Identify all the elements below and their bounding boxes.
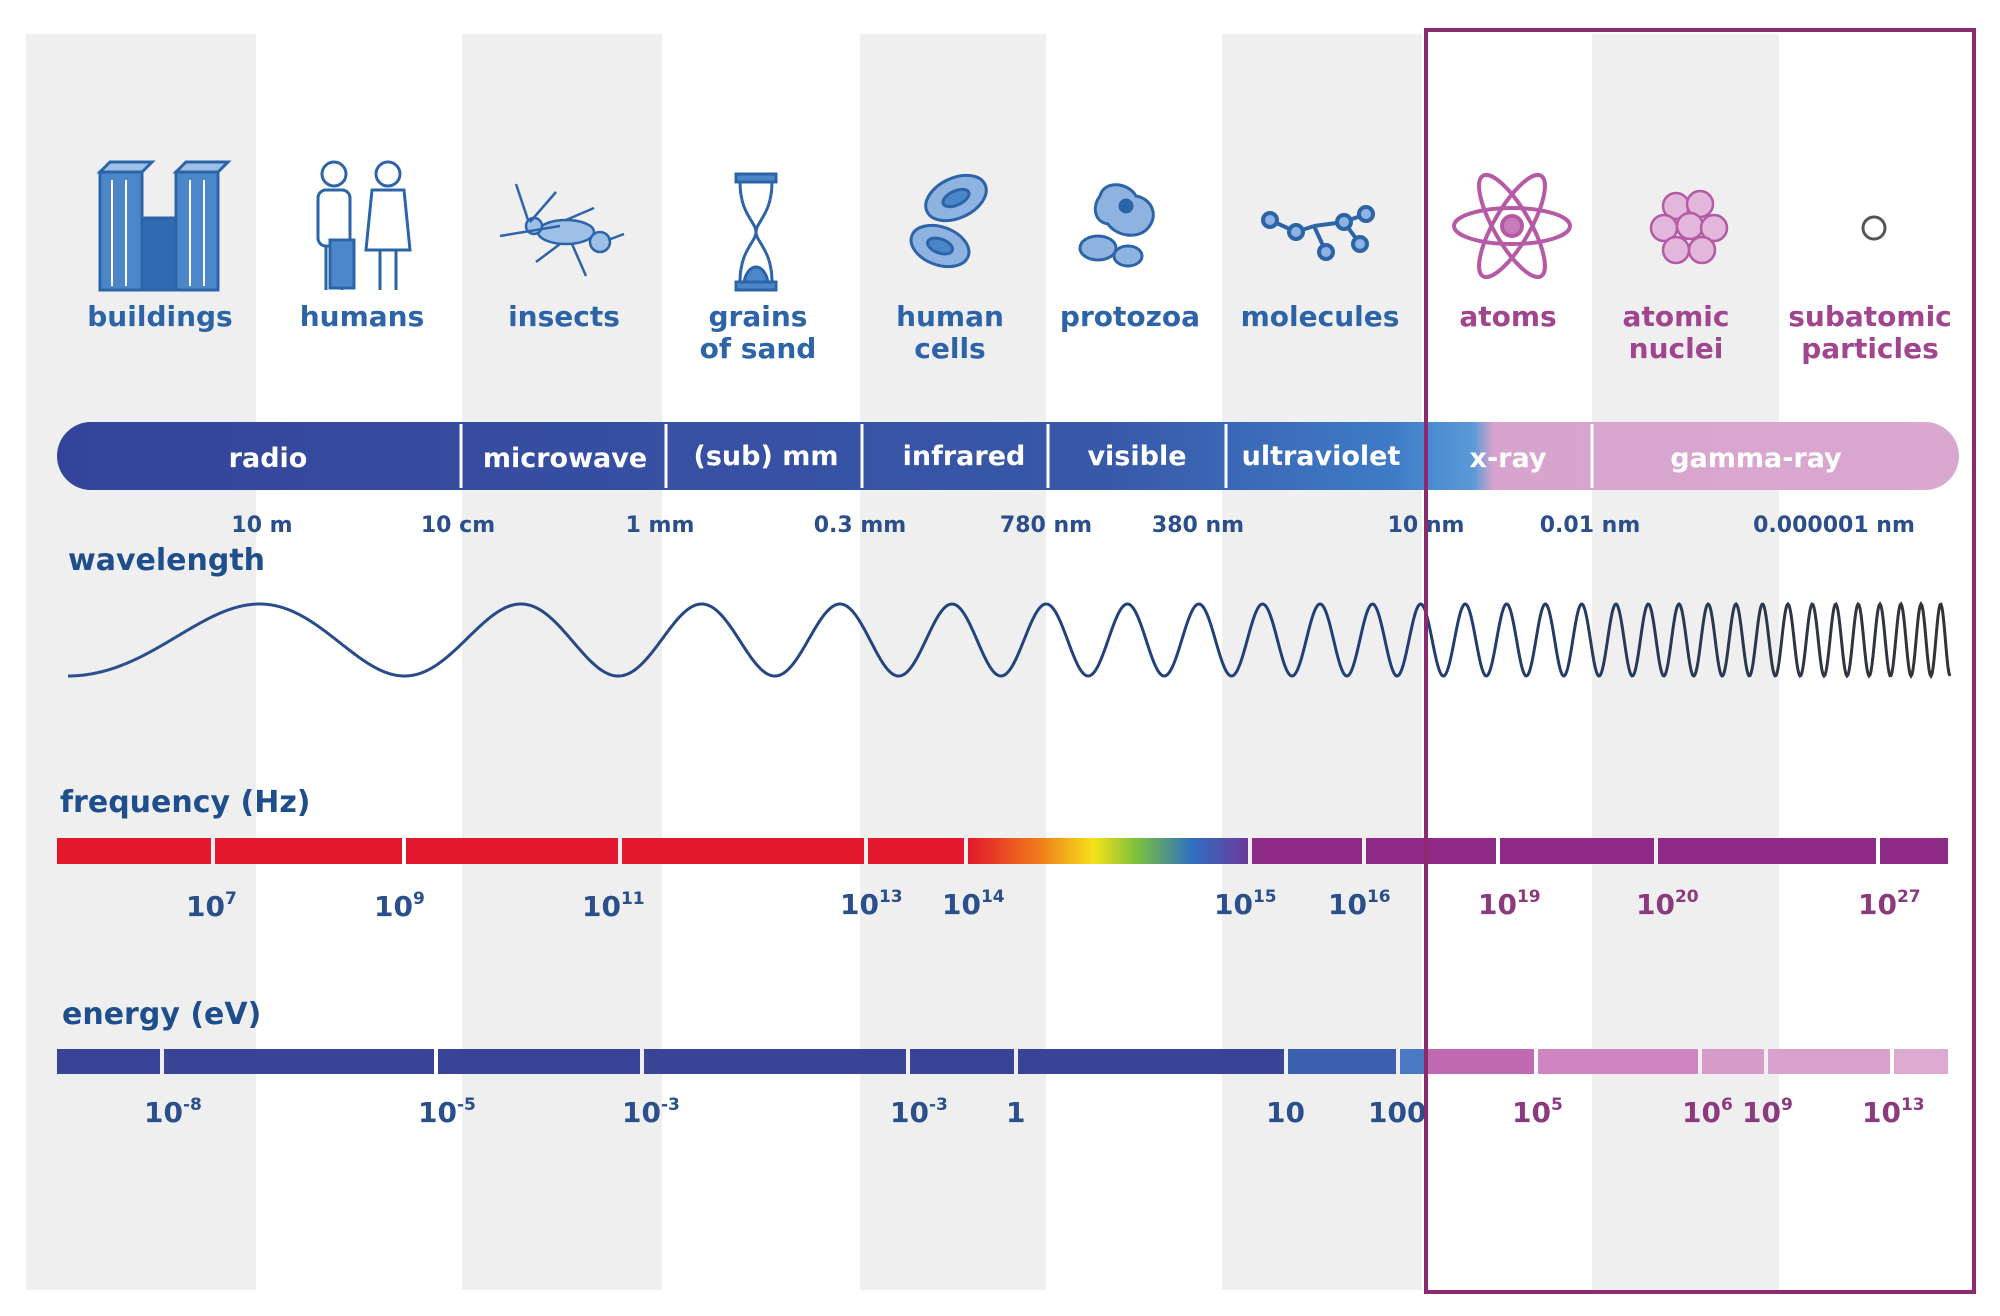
energy-tick: 106	[1682, 1095, 1733, 1129]
frequency-label: frequency (Hz)	[60, 785, 311, 820]
energy-tick: 10-3	[890, 1095, 948, 1129]
energy-segment	[1894, 1049, 1948, 1074]
cells-icon	[909, 173, 988, 269]
frequency-tick: 1020	[1636, 887, 1699, 921]
object-label: protozoa	[1060, 300, 1200, 333]
freq-segment	[1252, 838, 1362, 864]
wavelength-tick: 0.3 mm	[814, 513, 906, 538]
frequency-tick: 1016	[1328, 887, 1391, 921]
energy-segment	[1768, 1049, 1890, 1074]
molecule-icon	[1261, 205, 1375, 261]
frequency-tick: 107	[186, 889, 237, 923]
wavelength-label: wavelength	[68, 543, 265, 578]
energy-tick: 1	[1006, 1096, 1025, 1129]
atom-icon	[1452, 172, 1572, 280]
frequency-tick: 1011	[582, 889, 645, 923]
frequency-tick: 109	[374, 889, 425, 923]
energy-segment	[1400, 1049, 1426, 1074]
freq-segment	[1880, 838, 1948, 864]
energy-bar	[57, 1049, 1948, 1074]
band-bar-body	[57, 422, 1959, 490]
frequency-tick: 1015	[1214, 887, 1277, 921]
buildings-icon	[96, 160, 232, 292]
object-label: grains of sand	[700, 300, 817, 365]
object-label: subatomic particles	[1788, 300, 1952, 365]
energy-segment	[1426, 1049, 1534, 1074]
band-label-x-ray: x-ray	[1470, 443, 1547, 474]
frequency-tick: 1019	[1478, 887, 1541, 921]
freq-segment	[1366, 838, 1496, 864]
particle-icon	[1861, 215, 1887, 241]
spectrum-band-bar: radio microwave (sub) mm infrared visibl…	[57, 422, 1959, 490]
wavelength-tick: 0.01 nm	[1540, 513, 1641, 538]
band-label-ultraviolet: ultraviolet	[1242, 441, 1401, 472]
energy-tick: 10-3	[622, 1095, 680, 1129]
object-label: atomic nuclei	[1623, 300, 1730, 365]
energy-label: energy (eV)	[62, 997, 261, 1032]
frequency-tick: 1014	[942, 887, 1005, 921]
frequency-bar	[57, 838, 1948, 864]
wavelength-tick: 10 m	[231, 513, 292, 538]
energy-tick: 1013	[1862, 1095, 1925, 1129]
hourglass-icon	[734, 172, 778, 292]
band-label-sub-mm: (sub) mm	[694, 441, 839, 472]
nucleus-icon	[1649, 189, 1729, 265]
energy-tick: 109	[1742, 1095, 1793, 1129]
freq-segment	[57, 838, 211, 864]
object-label: human cells	[896, 300, 1004, 365]
frequency-tick: 1013	[840, 887, 903, 921]
energy-tick: 10-8	[144, 1095, 202, 1129]
energy-tick: 10-5	[418, 1095, 476, 1129]
object-label: atoms	[1459, 300, 1556, 333]
wavelength-ticks: 10 m 10 cm 1 mm 0.3 mm 780 nm 380 nm 10 …	[231, 513, 1914, 538]
wavelength-tick: 1 mm	[626, 513, 695, 538]
freq-segment	[1658, 838, 1876, 864]
object-label: buildings	[87, 300, 232, 333]
humans-icon	[316, 160, 412, 290]
wavelength-tick: 380 nm	[1152, 513, 1244, 538]
wavelength-tick: 10 cm	[421, 513, 495, 538]
frequency-ticks: 107 109 1011 1013 1014 1015 1016 1019 10…	[186, 887, 1921, 923]
energy-segment	[438, 1049, 640, 1074]
band-dividers	[459, 424, 1594, 488]
wavelength-tick: 780 nm	[1000, 513, 1092, 538]
band-label-infrared: infrared	[903, 441, 1026, 472]
wave-curve	[67, 600, 1952, 680]
energy-segment	[1018, 1049, 1284, 1074]
energy-segment	[910, 1049, 1014, 1074]
insect-icon	[499, 183, 625, 277]
band-label-gamma-ray: gamma-ray	[1670, 443, 1842, 474]
ionizing-region-frame	[1424, 28, 1976, 1294]
energy-tick: 10	[1266, 1096, 1305, 1129]
wavelength-tick: 0.000001 nm	[1753, 513, 1915, 538]
band-label-microwave: microwave	[483, 443, 647, 474]
protozoa-icon	[1078, 183, 1155, 268]
freq-segment	[215, 838, 402, 864]
freq-segment	[622, 838, 864, 864]
energy-segment	[57, 1049, 160, 1074]
energy-segment	[164, 1049, 434, 1074]
freq-segment	[1500, 838, 1654, 864]
band-label-radio: radio	[229, 443, 308, 474]
band-label-visible: visible	[1087, 441, 1186, 472]
freq-segment	[406, 838, 618, 864]
frequency-tick: 1027	[1858, 887, 1921, 921]
energy-segment	[1538, 1049, 1698, 1074]
object-labels: buildings humans insects grains of sand human…	[87, 300, 1952, 365]
object-label: humans	[300, 300, 425, 333]
energy-tick: 100	[1368, 1096, 1426, 1129]
energy-segment	[644, 1049, 906, 1074]
freq-segment	[868, 838, 964, 864]
object-label: insects	[508, 300, 620, 333]
freq-segment-visible	[968, 838, 1248, 864]
object-label: molecules	[1241, 300, 1400, 333]
energy-tick: 105	[1512, 1095, 1563, 1129]
energy-ticks: 10-8 10-5 10-3 10-3 1 10 100 105 106 109…	[144, 1095, 1925, 1129]
energy-segment	[1288, 1049, 1396, 1074]
energy-segment	[1702, 1049, 1764, 1074]
